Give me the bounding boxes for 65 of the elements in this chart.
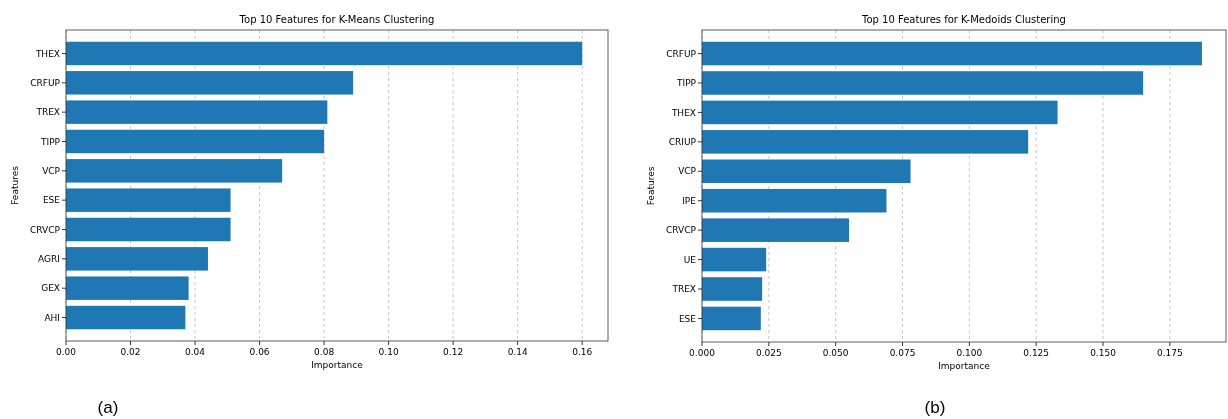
y-tick-label: CRFUP [666, 48, 697, 59]
y-tick-label: THEX [34, 48, 60, 59]
bar [66, 305, 186, 330]
x-tick-label: 0.14 [507, 347, 528, 357]
x-tick-label: 0.150 [1090, 348, 1117, 358]
x-tick-label: 0.175 [1156, 348, 1183, 358]
bar [66, 100, 328, 124]
bar [702, 71, 1144, 95]
x-tick-label: 0.04 [185, 347, 206, 357]
x-tick-label: 0.10 [378, 347, 399, 357]
y-tick-label: VCP [42, 165, 61, 176]
y-tick-label: UE [683, 254, 697, 265]
text: (a) [97, 398, 119, 417]
y-tick-label: CRIUP [668, 137, 697, 147]
y-tick-label: CRVCP [30, 224, 61, 235]
bar [66, 71, 354, 95]
y-tick-label: AGRI [38, 254, 60, 264]
x-tick-label: 0.100 [956, 348, 983, 358]
y-tick-label: ESE [678, 313, 697, 324]
bar [702, 41, 1202, 66]
bar [66, 217, 231, 242]
bar [66, 247, 208, 271]
y-tick-label: ESE [42, 195, 61, 206]
bar [702, 218, 850, 242]
y-tick-label: TREX [671, 284, 696, 295]
bar [702, 306, 761, 331]
x-axis-title: Importance [311, 360, 364, 370]
x-tick-label: 0.06 [249, 347, 270, 357]
y-axis-title: Features [10, 165, 20, 205]
y-tick-label: IPE [682, 195, 697, 206]
y-tick-label: VCP [678, 166, 697, 177]
y-tick-label: CRVCP [666, 225, 697, 236]
x-tick-label: 0.000 [689, 348, 716, 358]
bar [702, 188, 887, 213]
chart-title: Top 10 Features for K-Means Clustering [238, 14, 435, 25]
x-tick-label: 0.02 [120, 347, 141, 357]
y-axis-title: Features [646, 166, 656, 206]
x-tick-label: 0.025 [755, 348, 782, 358]
x-tick-label: 0.050 [822, 348, 849, 358]
y-tick-label: TIPP [39, 136, 61, 147]
bar [66, 276, 189, 300]
y-tick-label: GEX [41, 283, 60, 294]
x-axis-title: Importance [938, 361, 991, 371]
y-tick-label: THEX [670, 107, 696, 118]
bar [66, 159, 283, 183]
y-tick-label: CRFUP [30, 77, 61, 88]
bar [702, 277, 763, 301]
bar [66, 41, 583, 66]
x-tick-label: 0.125 [1023, 348, 1050, 358]
bar [702, 100, 1058, 125]
y-tick-label: TIPP [675, 78, 697, 89]
y-tick-label: AHI [44, 312, 60, 323]
x-tick-label: 0.16 [572, 347, 593, 357]
x-tick-label: 0.00 [55, 347, 77, 357]
chart-title: Top 10 Features for K-Medoids Clustering [861, 14, 1066, 25]
bar [702, 247, 767, 272]
bar [66, 129, 325, 154]
x-tick-label: 0.12 [443, 347, 464, 357]
bar [66, 188, 231, 212]
x-tick-label: 0.08 [314, 347, 335, 357]
text: (b) [924, 398, 946, 417]
bar [702, 159, 911, 184]
bar [702, 130, 1029, 154]
y-tick-label: TREX [35, 107, 60, 118]
x-tick-label: 0.075 [889, 348, 916, 358]
